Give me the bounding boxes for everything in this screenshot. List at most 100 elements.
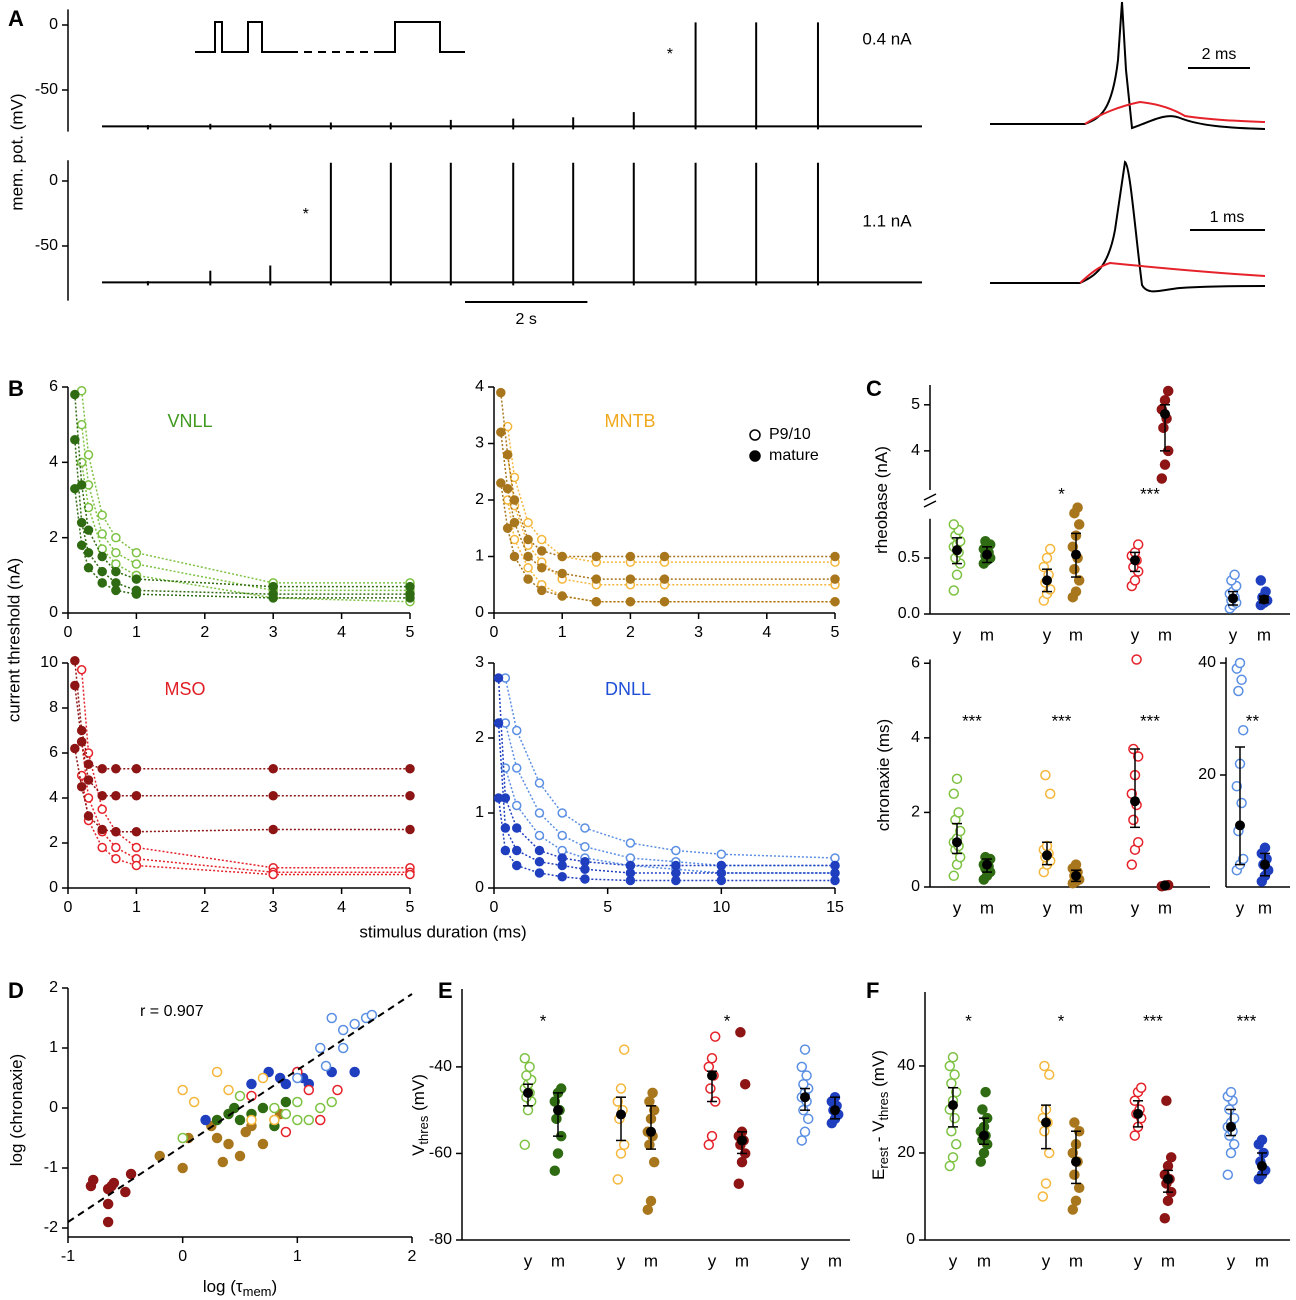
significance: *** bbox=[1143, 1011, 1163, 1030]
panel-label: D bbox=[8, 978, 24, 1003]
y-tick-label: 3 bbox=[475, 435, 484, 452]
point bbox=[642, 1204, 654, 1215]
point bbox=[500, 845, 511, 856]
median bbox=[1163, 1174, 1173, 1185]
point bbox=[70, 434, 80, 445]
point bbox=[1259, 842, 1271, 854]
point bbox=[229, 1102, 240, 1114]
point bbox=[1229, 569, 1240, 581]
x-tick-label: 1 bbox=[132, 624, 141, 641]
label-part: log (chronaxie) bbox=[7, 1054, 26, 1166]
point bbox=[303, 1114, 315, 1126]
point bbox=[268, 764, 278, 774]
significance: *** bbox=[1052, 711, 1072, 730]
point bbox=[954, 825, 966, 837]
point bbox=[644, 1096, 655, 1107]
x-tick-label: y bbox=[617, 1251, 626, 1270]
point bbox=[1043, 1069, 1055, 1080]
point bbox=[177, 1084, 188, 1096]
point bbox=[524, 1061, 535, 1073]
point bbox=[315, 1114, 326, 1126]
point bbox=[944, 1060, 956, 1072]
y-tick-label: 0 bbox=[49, 604, 58, 621]
point bbox=[97, 804, 107, 814]
point bbox=[405, 824, 415, 835]
point bbox=[337, 1042, 349, 1054]
x-tick-label: 1 bbox=[293, 1248, 302, 1265]
point bbox=[131, 860, 142, 871]
point bbox=[557, 551, 567, 562]
point bbox=[949, 1069, 960, 1080]
point bbox=[1070, 1195, 1082, 1207]
x-tick-label: 0 bbox=[178, 1248, 187, 1265]
point bbox=[1158, 422, 1169, 434]
point bbox=[1156, 473, 1168, 484]
point bbox=[97, 551, 107, 562]
point bbox=[102, 1198, 114, 1210]
point bbox=[612, 1174, 624, 1185]
point bbox=[1237, 853, 1249, 865]
point bbox=[1070, 859, 1082, 870]
x-tick-label: 5 bbox=[406, 624, 415, 641]
point bbox=[511, 725, 522, 736]
point bbox=[83, 793, 94, 803]
y-tick-label: 0 bbox=[49, 16, 58, 33]
x-tick-label: m bbox=[1258, 898, 1272, 917]
x-tick-label: 1 bbox=[132, 899, 141, 916]
inset-scalebar-label: 1 ms bbox=[1210, 209, 1245, 226]
point bbox=[709, 1031, 721, 1042]
point bbox=[1234, 657, 1246, 669]
point bbox=[337, 1024, 349, 1036]
curve bbox=[504, 677, 836, 859]
y-tick-label: 2 bbox=[49, 979, 58, 996]
inset-trace-red bbox=[1084, 100, 1266, 125]
point bbox=[1159, 459, 1171, 470]
significance: *** bbox=[1140, 711, 1160, 730]
point bbox=[557, 860, 567, 871]
point bbox=[1069, 1117, 1080, 1128]
point bbox=[76, 737, 87, 747]
point bbox=[97, 529, 107, 539]
point bbox=[1256, 1134, 1268, 1146]
point bbox=[502, 483, 513, 494]
point bbox=[246, 1114, 257, 1126]
significance: * bbox=[724, 1011, 731, 1030]
point bbox=[280, 1078, 292, 1090]
legend-label: mature bbox=[769, 447, 819, 464]
y-tick-label: 2 bbox=[475, 491, 484, 508]
point bbox=[557, 872, 567, 882]
point bbox=[246, 1078, 257, 1090]
point bbox=[70, 483, 80, 494]
point bbox=[496, 478, 506, 488]
point bbox=[1073, 575, 1085, 586]
y-tick-label: 6 bbox=[911, 654, 920, 671]
y-tick-label: 8 bbox=[49, 699, 58, 716]
point bbox=[946, 1078, 957, 1089]
point bbox=[716, 849, 727, 859]
x-tick-label: m bbox=[1069, 625, 1083, 644]
y-tick-label: -80 bbox=[429, 1231, 452, 1248]
point bbox=[1132, 539, 1144, 550]
y-axis-label: mem. pot. (mV) bbox=[7, 93, 26, 210]
point bbox=[349, 1018, 360, 1030]
x-tick-label: y bbox=[801, 1251, 810, 1270]
point bbox=[1228, 1112, 1240, 1124]
y-tick-label: 4 bbox=[911, 729, 920, 746]
point bbox=[496, 387, 506, 398]
point bbox=[799, 1126, 811, 1138]
point bbox=[953, 807, 964, 818]
curve bbox=[80, 462, 411, 603]
panel-label: E bbox=[438, 978, 453, 1003]
curve bbox=[497, 722, 835, 874]
curve bbox=[504, 722, 835, 867]
x-tick-label: 4 bbox=[337, 899, 346, 916]
y-axis-label: current threshold (nA) bbox=[4, 558, 23, 722]
point bbox=[1225, 1086, 1237, 1098]
point bbox=[735, 1027, 746, 1038]
point bbox=[557, 568, 567, 579]
x-tick-label: y bbox=[949, 1251, 958, 1270]
point bbox=[131, 791, 142, 801]
y-tick-label: 4 bbox=[49, 789, 58, 806]
point bbox=[625, 574, 636, 584]
